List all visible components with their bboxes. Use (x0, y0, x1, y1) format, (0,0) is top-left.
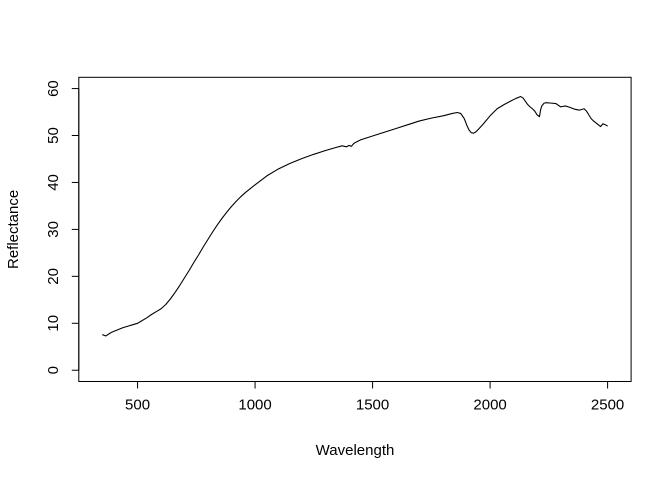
y-tick-label: 0 (45, 366, 62, 374)
x-tick-label: 1000 (238, 397, 271, 414)
x-tick-label: 2000 (473, 397, 506, 414)
y-tick-label: 30 (45, 221, 62, 238)
y-tick-label: 20 (45, 268, 62, 285)
x-axis: 500 1000 1500 2000 2500 (125, 381, 624, 414)
y-tick-label: 10 (45, 315, 62, 332)
y-axis: 0 10 20 30 40 50 60 (45, 80, 80, 374)
y-axis-label: Reflectance (5, 190, 22, 269)
x-tick-label: 1500 (356, 397, 389, 414)
x-axis-label: Wavelength (316, 442, 395, 459)
x-tick-label: 2500 (591, 397, 624, 414)
plot-frame (78, 76, 632, 383)
y-tick-label: 40 (45, 174, 62, 191)
x-tick-label: 500 (125, 397, 150, 414)
y-tick-label: 60 (45, 80, 62, 97)
y-tick-label: 50 (45, 127, 62, 144)
reflectance-series-line (102, 96, 608, 337)
